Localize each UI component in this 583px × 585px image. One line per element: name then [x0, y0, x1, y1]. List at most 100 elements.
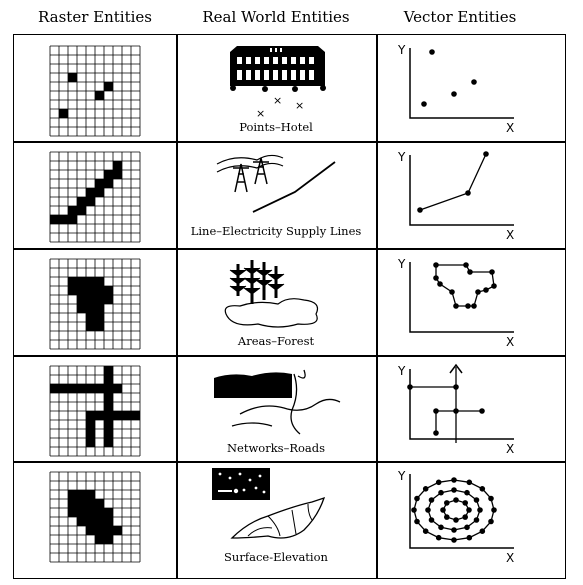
raster-filled-cell [95, 535, 104, 544]
raster-filled-cell [59, 215, 68, 224]
raster-filled-cell [131, 411, 140, 420]
raster-filled-cell [104, 411, 113, 420]
raster-filled-cell [113, 384, 122, 393]
raster-filled-cell [104, 526, 113, 535]
x-axis-label: X [506, 442, 514, 456]
hotel-mark-2: × [273, 94, 283, 107]
raster-filled-cell [86, 304, 95, 313]
x-axis-label: X [506, 335, 514, 349]
vector-vertex [411, 507, 417, 513]
raster-filled-cell [95, 411, 104, 420]
vector-vertex [453, 517, 459, 523]
y-axis-label: Y [397, 43, 406, 57]
vector-vertex [491, 283, 497, 289]
hotel-mark-1: × [256, 107, 266, 120]
vector-vertex [438, 489, 444, 496]
raster-filled-cell [86, 517, 95, 526]
vector-vertex [451, 527, 457, 533]
raster-filled-cell [86, 429, 95, 438]
raster-filled-cell [104, 286, 113, 295]
vector-vertex [451, 91, 457, 97]
vector-vertex [407, 384, 413, 390]
vector-vertex [433, 275, 439, 281]
vector-vertex [428, 517, 435, 523]
raster-filled-cell [86, 286, 95, 295]
raster-filled-cell [77, 384, 86, 393]
raster-grid-area [49, 258, 141, 350]
vector-vertex [465, 303, 471, 309]
header-vector: Vector Entities [403, 8, 517, 26]
raster-filled-cell [68, 508, 77, 517]
raster-filled-cell [95, 322, 104, 331]
table-frame [13, 34, 566, 579]
raster-filled-cell [50, 384, 59, 393]
vector-vertex [466, 507, 472, 513]
vector-vertex [471, 303, 477, 309]
header-real-world: Real World Entities [202, 8, 350, 26]
vector-vertex [451, 477, 457, 483]
vector-vertex [475, 289, 481, 295]
vector-vertex [473, 497, 480, 503]
vector-vertex [464, 524, 470, 531]
raster-filled-cell [104, 402, 113, 411]
raster-filled-cell [95, 188, 104, 197]
roads-illustration [214, 364, 341, 435]
raster-filled-cell [86, 197, 95, 206]
vector-vertex [425, 507, 431, 513]
vector-vertex [453, 303, 459, 309]
raster-filled-cell [68, 277, 77, 286]
raster-filled-cell [104, 429, 113, 438]
raster-filled-cell [95, 277, 104, 286]
vector-vertex [451, 537, 457, 543]
raster-filled-cell [68, 73, 77, 82]
raster-filled-cell [77, 286, 86, 295]
row-divider-4 [13, 461, 566, 463]
vector-vertex [440, 507, 446, 513]
raster-filled-cell [50, 215, 59, 224]
vector-vertex [489, 269, 495, 275]
vector-vertex [422, 528, 429, 534]
vector-vertex [421, 101, 427, 107]
vector-vertex [479, 486, 486, 492]
vector-vertex [438, 524, 444, 531]
x-axis-label: X [506, 551, 514, 565]
raster-filled-cell [95, 499, 104, 508]
raster-filled-cell [68, 499, 77, 508]
vector-area-plot: YX [397, 257, 514, 349]
x-axis-label: X [506, 121, 514, 135]
raster-filled-cell [86, 188, 95, 197]
vector-vertex [488, 495, 494, 502]
raster-filled-cell [113, 526, 122, 535]
raster-filled-cell [86, 526, 95, 535]
raster-filled-cell [104, 517, 113, 526]
raster-filled-cell [86, 411, 95, 420]
row-label-networks: Networks–Roads [226, 441, 326, 455]
vector-vertex [488, 518, 494, 525]
raster-filled-cell [95, 517, 104, 526]
vector-line-plot: YX [397, 150, 514, 242]
row-label-line: Line–Electricity Supply Lines [190, 224, 362, 238]
vector-vertex [435, 479, 442, 486]
raster-filled-cell [104, 438, 113, 447]
vector-vertex [479, 528, 486, 534]
raster-filled-cell [104, 170, 113, 179]
raster-filled-cell [95, 286, 104, 295]
row-divider-1 [13, 141, 566, 143]
vector-vertex [433, 430, 439, 436]
vector-vertex [453, 497, 459, 503]
x-axis-label: X [506, 228, 514, 242]
raster-filled-cell [104, 375, 113, 384]
raster-filled-cell [95, 304, 104, 313]
vector-vertex [429, 49, 435, 55]
raster-filled-cell [86, 322, 95, 331]
raster-filled-cell [95, 508, 104, 517]
raster-grid-surface [49, 471, 141, 563]
row-divider-3 [13, 355, 566, 357]
raster-filled-cell [95, 384, 104, 393]
raster-grid-points [49, 45, 141, 137]
vector-vertex [433, 408, 439, 414]
raster-filled-cell [113, 411, 122, 420]
vector-vertex [414, 518, 420, 525]
vector-vertex [422, 486, 429, 492]
raster-filled-cell [95, 313, 104, 322]
